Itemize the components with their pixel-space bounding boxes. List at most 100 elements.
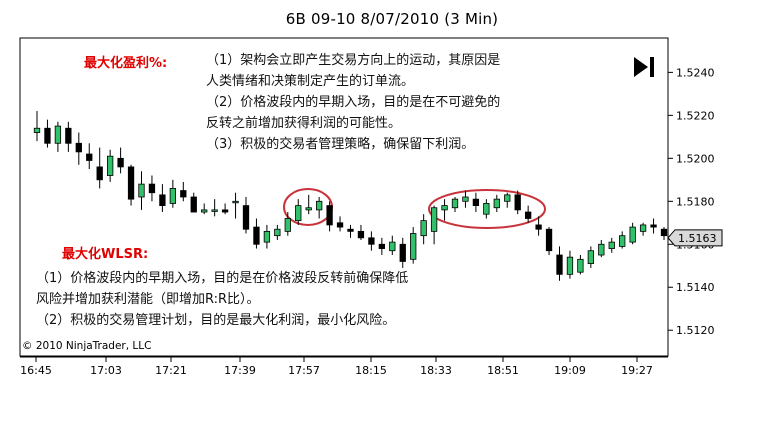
- candle: [378, 237, 386, 256]
- candle-body-down: [96, 166, 103, 181]
- candle-body-down: [556, 254, 563, 275]
- candle: [284, 212, 291, 236]
- candle: [336, 216, 344, 232]
- candle-body-up: [169, 188, 177, 204]
- candle: [169, 179, 177, 208]
- candle-body-down: [65, 127, 72, 144]
- candle: [347, 224, 354, 238]
- candle-body-down: [336, 222, 344, 228]
- candle: [138, 171, 145, 210]
- candle-body-down: [357, 230, 365, 239]
- candle-body-up: [54, 125, 62, 144]
- candle: [295, 199, 302, 225]
- top-note-line: （3）积极的交易者管理策略，确保留下利润。: [206, 137, 475, 152]
- last-price-marker: 1.5163: [667, 229, 723, 247]
- y-tick-label: 1.5120: [676, 324, 715, 337]
- candle: [535, 216, 542, 236]
- candle-body-down: [545, 228, 553, 252]
- candle: [326, 201, 333, 232]
- candle-body-up: [462, 196, 469, 202]
- candle-body-up: [263, 230, 271, 243]
- candle: [556, 246, 563, 281]
- candle-body-down: [650, 224, 657, 228]
- candle: [577, 255, 584, 275]
- candle-body-down: [127, 166, 135, 200]
- candle: [357, 224, 365, 240]
- candle: [389, 235, 396, 256]
- candle-body-up: [451, 198, 459, 209]
- top-notes: （1）架构会立即产生交易方向上的运动，其原因是 人类情绪和决策制定产生的订单流。…: [206, 50, 500, 155]
- bottom-note-line: 风险并增加获利潜能（即增加R:R比）。: [36, 292, 260, 307]
- candle: [242, 197, 250, 234]
- candle-body-down: [190, 196, 197, 213]
- candle: [483, 199, 490, 219]
- candle: [263, 224, 271, 249]
- candle: [420, 214, 427, 245]
- top-heading: 最大化盈利%:: [84, 56, 168, 71]
- candle: [441, 199, 448, 221]
- candle-body-up: [211, 209, 218, 212]
- candle: [180, 181, 187, 202]
- candle-body-up: [629, 226, 636, 243]
- candle-body-down: [86, 153, 93, 161]
- candle-body-up: [587, 250, 594, 265]
- candle: [274, 224, 281, 240]
- candle: [368, 231, 375, 251]
- candle-body-up: [430, 207, 438, 232]
- candle: [232, 192, 239, 219]
- candle: [315, 197, 323, 219]
- candle-body-down: [180, 190, 187, 198]
- skip-to-end-icon[interactable]: [632, 55, 658, 79]
- candle-body-down: [242, 205, 250, 230]
- candle-body-down: [472, 198, 480, 206]
- chart-title: 6B 09-10 8/07/2010 (3 Min): [285, 10, 499, 28]
- candle: [587, 246, 594, 268]
- bottom-notes: （1）价格波段内的早期入场，目的是在价格波段反转前确保降低 风险并增加获利潜能（…: [36, 268, 408, 331]
- highlight-circle: [428, 189, 546, 229]
- candle-body-down: [535, 224, 542, 230]
- candle: [44, 119, 51, 148]
- candle-body-down: [75, 142, 82, 153]
- candle: [117, 147, 124, 174]
- candle: [201, 203, 208, 215]
- candle: [451, 197, 459, 213]
- bottom-heading: 最大化WLSR:: [62, 247, 149, 262]
- x-tick-label: 19:27: [621, 364, 653, 377]
- candle-body-down: [347, 228, 354, 232]
- x-tick-label: 18:33: [420, 364, 452, 377]
- candle: [430, 205, 438, 245]
- candle-body-up: [410, 233, 417, 260]
- candle-body-up: [295, 205, 302, 222]
- candle-body-down: [148, 183, 156, 194]
- top-note-line: （2）价格波段内的早期入场，目的是在不可避免的: [206, 95, 501, 110]
- x-tick-label: 19:09: [554, 364, 586, 377]
- candle: [608, 237, 615, 253]
- y-tick-label: 1.5220: [676, 109, 715, 122]
- highlight-circle: [283, 188, 333, 226]
- candle: [96, 147, 103, 189]
- candle: [472, 192, 480, 213]
- x-tick-label: 17:03: [90, 364, 122, 377]
- candle-body-up: [232, 200, 239, 204]
- candle-body-up: [619, 235, 626, 247]
- candle-body-down: [525, 211, 532, 219]
- candle-body-down: [368, 237, 375, 245]
- candle: [211, 199, 218, 217]
- top-note-line: 反转之前增加获得利润的可能性。: [206, 116, 402, 131]
- candle-body-up: [274, 228, 281, 237]
- candle-body-up: [639, 224, 647, 232]
- candle-body-up: [138, 183, 145, 198]
- candle: [639, 222, 647, 236]
- candle-body-up: [566, 256, 574, 275]
- candle-body-down: [514, 194, 521, 211]
- x-tick-label: 18:15: [355, 364, 387, 377]
- candle-body-up: [608, 241, 615, 249]
- candle-body-up: [305, 207, 312, 211]
- candle: [148, 175, 156, 202]
- plot-frame: [19, 37, 669, 357]
- x-tick-label: 17:39: [224, 364, 256, 377]
- x-tick-label: 18:51: [487, 364, 519, 377]
- candle-body-up: [107, 155, 114, 176]
- x-tick-label: 17:21: [155, 364, 187, 377]
